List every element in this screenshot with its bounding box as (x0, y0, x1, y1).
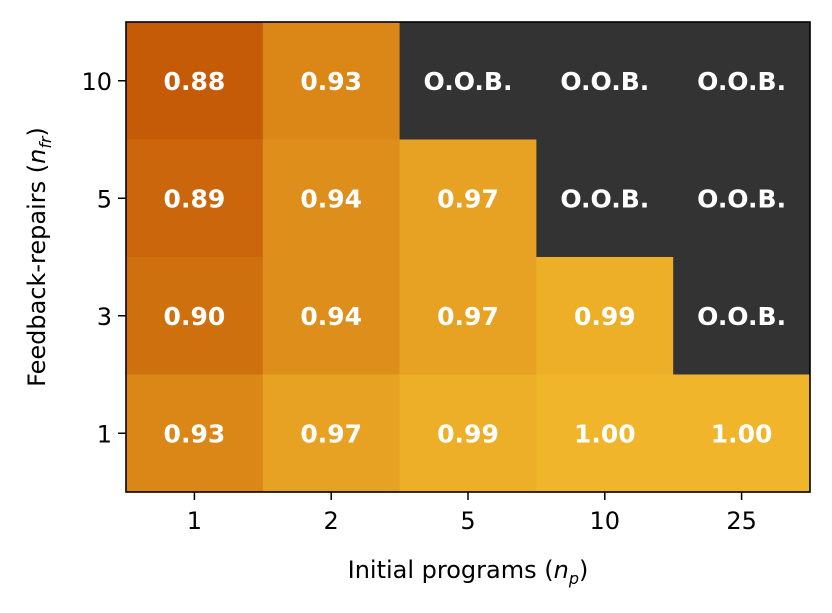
cell-value-label: 0.89 (164, 184, 226, 213)
cell-value-label: 1.00 (574, 419, 636, 448)
heatmap-cell (262, 257, 401, 375)
heatmap-cell (262, 22, 401, 140)
cell-value-label: 0.97 (437, 302, 499, 331)
heatmap-cell-oob (673, 139, 811, 258)
cell-value-label: 1.00 (711, 419, 773, 448)
y-tick-label: 3 (97, 303, 112, 331)
heatmap-cell (399, 374, 537, 493)
cell-value-label: O.O.B. (697, 302, 786, 331)
heatmap-cell (536, 257, 674, 375)
heatmap-cell-oob (536, 139, 674, 258)
heatmap-cell-labels: 0.88 0.93 O.O.B. O.O.B. O.O.B. 0.89 0.94 0.97 O.… (164, 67, 787, 449)
heatmap-cell (536, 374, 674, 493)
heatmap-cell-oob (673, 22, 811, 140)
y-tick-label: 1 (97, 420, 112, 448)
x-axis-ticks: 1 2 5 10 25 (187, 492, 757, 535)
x-tick-label: 25 (726, 507, 757, 535)
y-tick-label: 10 (81, 68, 112, 96)
cell-value-label: O.O.B. (697, 67, 786, 96)
cell-value-label: 0.97 (300, 419, 362, 448)
y-axis-label: Feedback-repairs (nfr) (23, 127, 55, 387)
cell-value-label: 0.99 (437, 419, 499, 448)
heatmap-cell (262, 374, 401, 493)
heatmap-cell (126, 374, 264, 493)
cell-value-label: O.O.B. (560, 67, 649, 96)
heatmap-cell (126, 257, 264, 375)
heatmap-cells (126, 22, 811, 493)
cell-value-label: 0.97 (437, 184, 499, 213)
heatmap-cell-oob (399, 22, 537, 140)
heatmap-cell (262, 139, 401, 258)
x-axis-label: Initial programs (np) (348, 556, 589, 588)
heatmap-cell (126, 22, 264, 140)
x-tick-label: 2 (324, 507, 339, 535)
heatmap-cell (673, 374, 811, 493)
cell-value-label: 0.93 (300, 67, 362, 96)
x-tick-label: 1 (187, 507, 202, 535)
heatmap-cell (399, 139, 537, 258)
cell-value-label: 0.93 (164, 419, 226, 448)
cell-value-label: O.O.B. (697, 184, 786, 213)
cell-value-label: 0.94 (300, 302, 362, 331)
y-tick-label: 5 (97, 185, 112, 213)
cell-value-label: 0.94 (300, 184, 362, 213)
cell-value-label: O.O.B. (560, 184, 649, 213)
cell-value-label: 0.90 (164, 302, 226, 331)
cell-value-label: O.O.B. (424, 67, 513, 96)
x-tick-label: 5 (460, 507, 475, 535)
heatmap-cell (126, 139, 264, 258)
cell-value-label: 0.88 (164, 67, 226, 96)
cell-value-label: 0.99 (574, 302, 636, 331)
x-tick-label: 10 (590, 507, 621, 535)
heatmap-cell-oob (536, 22, 674, 140)
heatmap-cell (399, 257, 537, 375)
y-axis-ticks: 10 5 3 1 (81, 68, 126, 448)
heatmap-cell-oob (673, 257, 811, 375)
